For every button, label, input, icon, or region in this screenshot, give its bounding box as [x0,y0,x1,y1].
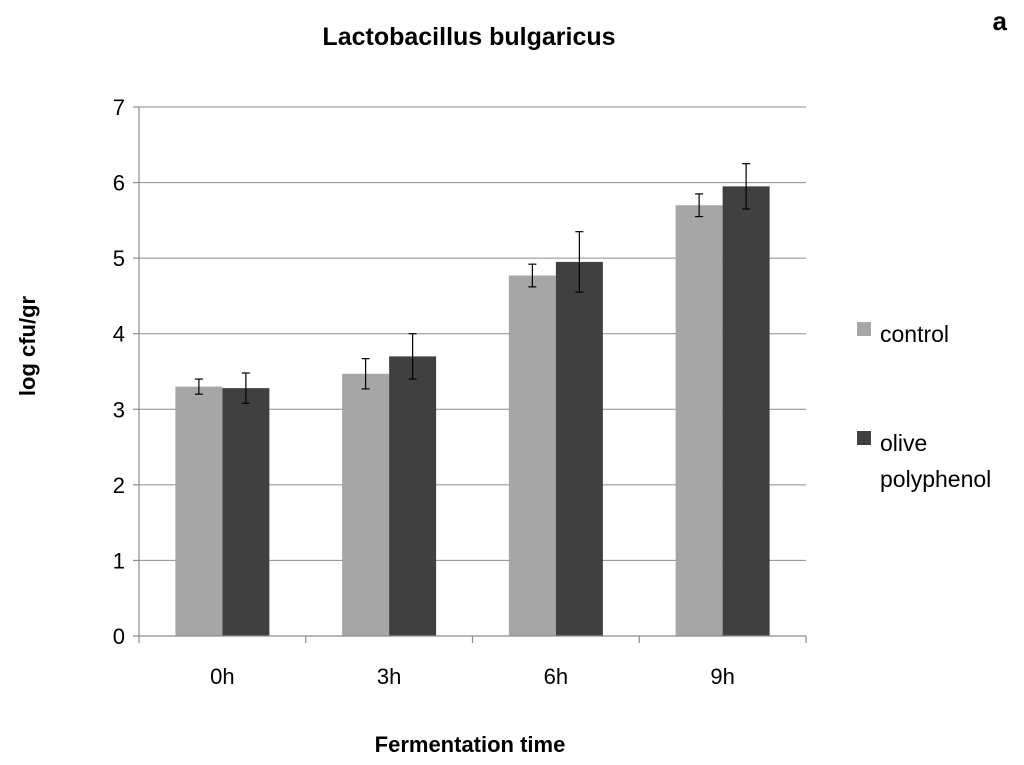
legend-swatch [857,322,871,336]
x-tick-label: 9h [710,664,734,689]
x-tick-label: 3h [377,664,401,689]
y-tick-labels: 0 1 2 3 4 5 6 7 [113,95,125,649]
bar-olive-polyphenol-3h [389,356,437,636]
y-tick-label: 4 [113,322,125,347]
error-bar-olive-polyphenol-3h [408,333,417,380]
y-tick-label: 6 [113,171,125,196]
y-tick-label: 2 [113,473,125,498]
y-tick-label: 5 [113,246,125,271]
chart-title: Lactobacillus bulgaricus [322,23,615,51]
error-bar-olive-polyphenol-9h [742,163,751,210]
error-bar-control-3h [361,358,370,390]
y-tick-label: 0 [113,624,125,649]
legend-label: control [880,321,949,347]
bar-control-6h [508,275,556,636]
x-tick-labels: 0h 3h 6h 9h [210,664,735,689]
x-tick-label: 0h [210,664,234,689]
y-tick-label: 3 [113,397,125,422]
bar-olive-polyphenol-6h [555,261,603,636]
legend-swatch [857,431,871,445]
panel-label: a [993,6,1008,36]
bar-control-3h [342,373,390,636]
error-bars [194,163,751,404]
bars [175,186,770,636]
bar-olive-polyphenol-0h [222,388,270,636]
axes [133,106,807,643]
bar-olive-polyphenol-9h [722,186,770,636]
y-axis-title: log cfu/gr [15,295,40,396]
error-bar-olive-polyphenol-0h [241,372,250,404]
x-axis-title: Fermentation time [375,732,566,757]
bar-control-0h [175,386,223,636]
error-bar-control-9h [695,193,704,218]
legend: control olive polyphenol [857,321,991,492]
y-tick-label: 7 [113,95,125,120]
y-tick-label: 1 [113,548,125,573]
error-bar-olive-polyphenol-6h [575,231,584,293]
x-tick-label: 6h [544,664,568,689]
legend-label: olive polyphenol [880,430,991,492]
legend-item-olive-polyphenol: olive polyphenol [857,430,991,492]
bar-control-9h [675,205,723,636]
error-bar-control-6h [528,263,537,288]
legend-item-control: control [857,321,949,347]
error-bar-control-0h [194,378,203,395]
